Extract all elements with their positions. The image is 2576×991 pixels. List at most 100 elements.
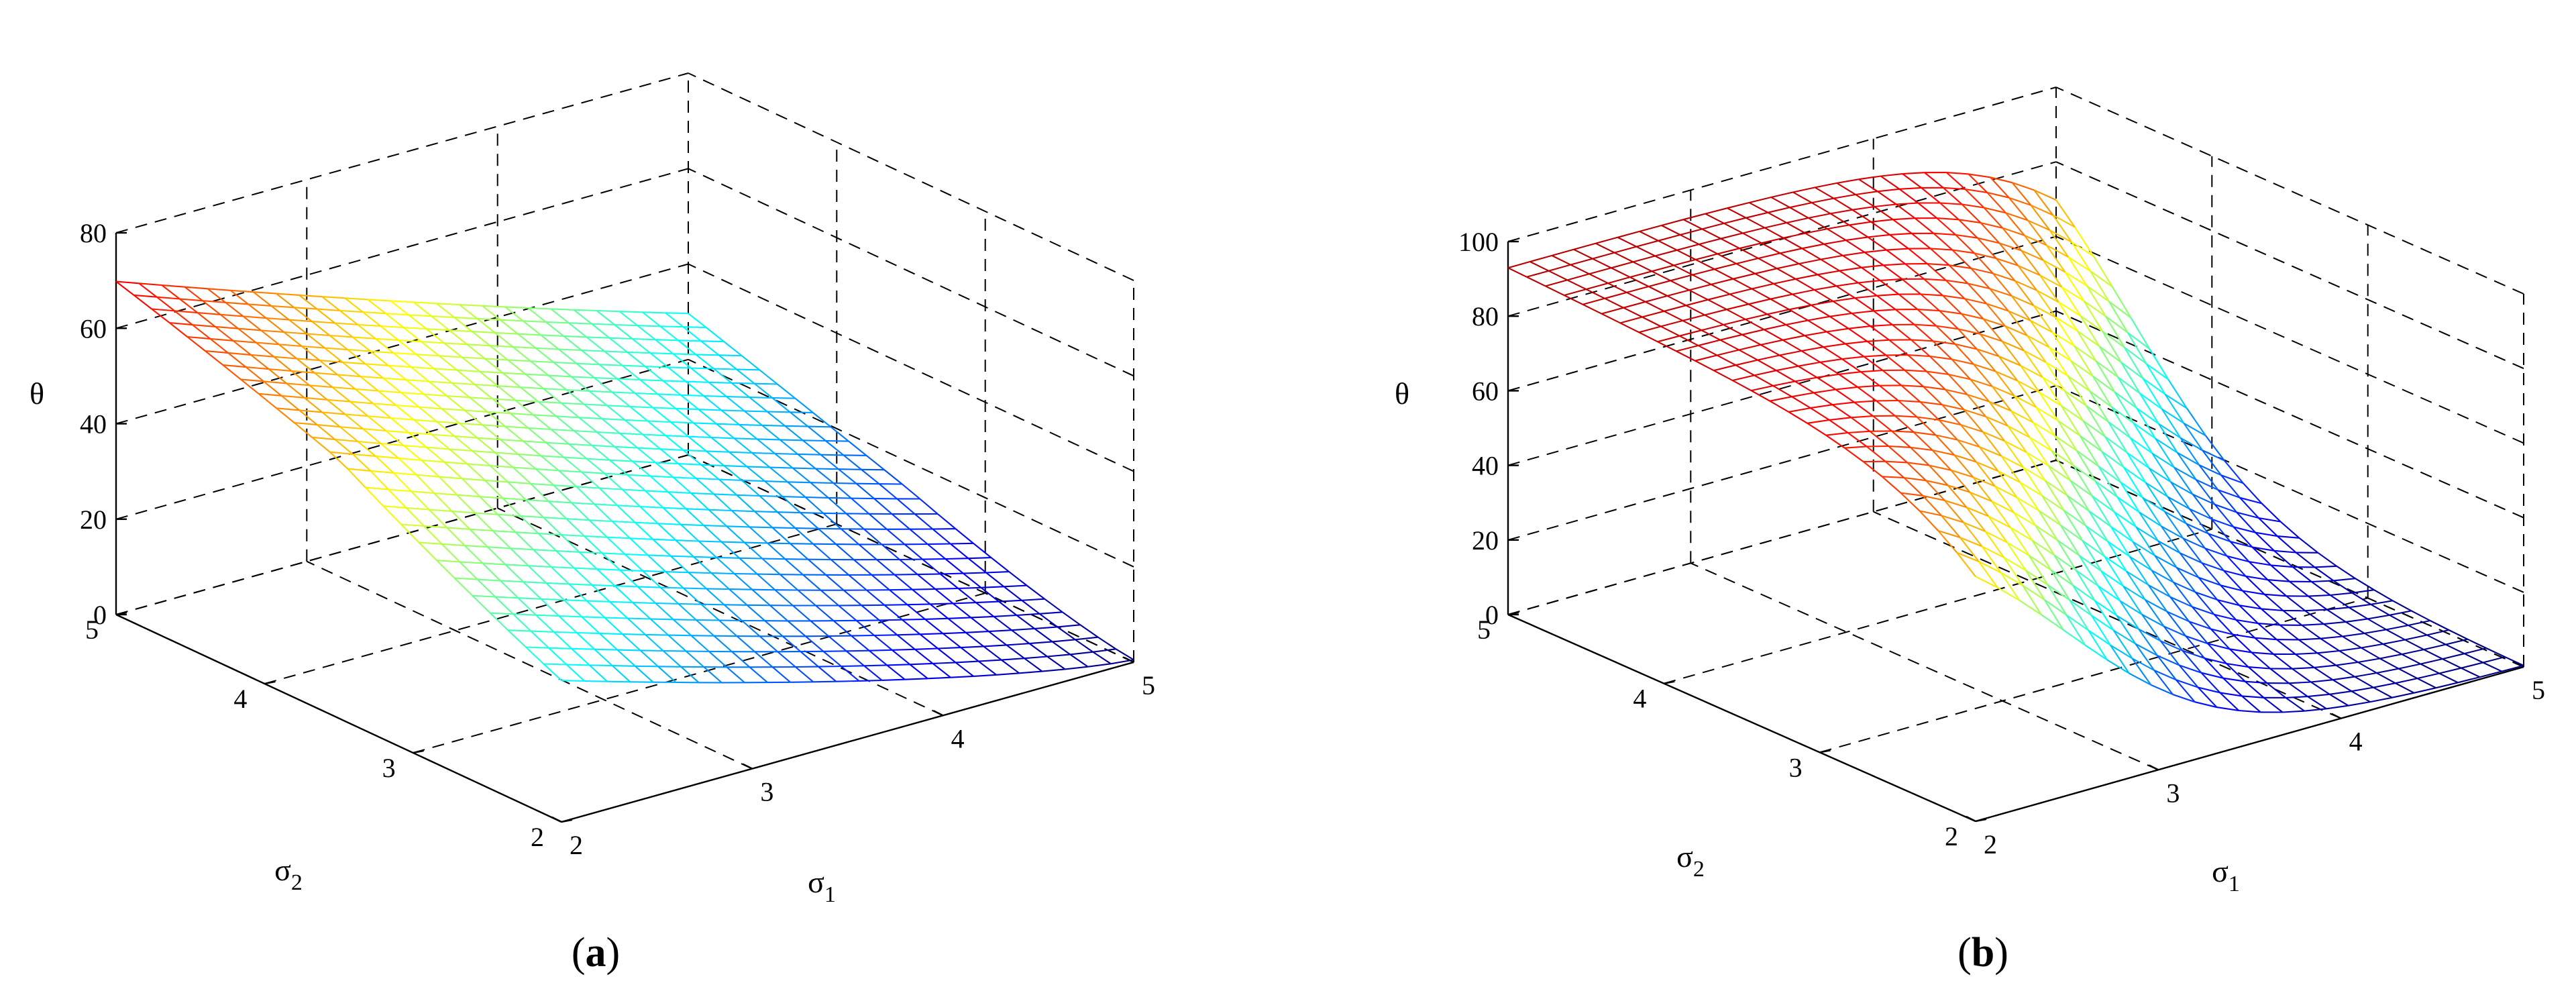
surface-mesh-segment [2161, 408, 2184, 424]
surface-mesh-segment [1745, 319, 1765, 331]
surface-mesh-segment [1986, 192, 2006, 214]
surface-mesh-segment [464, 545, 484, 564]
surface-mesh-segment [1976, 348, 1996, 372]
surface-mesh-segment [2127, 452, 2150, 469]
surface-mesh-segment [2157, 655, 2177, 680]
surface-mesh-segment [887, 664, 910, 666]
back-wall-grid-line-z [115, 263, 689, 425]
surface-mesh-segment [2211, 518, 2234, 528]
surface-mesh-segment [2304, 610, 2324, 625]
panel-b-x-axis-label: σ1 [2212, 854, 2240, 896]
surface-mesh-segment [909, 664, 928, 680]
surface-mesh-segment [881, 543, 900, 560]
surface-mesh-segment [1969, 491, 1992, 503]
surface-mesh-segment [281, 395, 305, 399]
surface-mesh-segment [2011, 295, 2034, 307]
surface-mesh-segment [1651, 270, 1671, 282]
surface-mesh-segment [879, 619, 898, 636]
surface-mesh-segment [1065, 666, 1088, 670]
surface-mesh-segment [2016, 497, 2037, 526]
surface-mesh-segment [558, 348, 577, 364]
surface-mesh-segment [2010, 527, 2033, 541]
surface-mesh-segment [1892, 219, 1913, 234]
surface-mesh-segment [2124, 347, 2144, 379]
surface-mesh-segment [197, 312, 216, 327]
surface-mesh-segment [2385, 629, 2406, 641]
surface-mesh-segment [1016, 615, 1035, 629]
surface-mesh-segment [2269, 668, 2290, 684]
surface-mesh-segment [1807, 319, 1827, 333]
surface-mesh-segment [1782, 237, 1803, 250]
surface-mesh-segment [1092, 651, 1112, 665]
surface-mesh-segment [527, 565, 547, 584]
surface-mesh-segment [1727, 201, 1750, 209]
surface-mesh-segment [604, 617, 628, 619]
surface-mesh-segment [726, 525, 745, 543]
surface-mesh-segment [680, 666, 700, 684]
surface-mesh-segment [368, 415, 391, 419]
surface-mesh-segment [416, 474, 439, 478]
surface-mesh-segment [1933, 340, 1955, 345]
surface-mesh-segment [1789, 207, 1809, 219]
surface-mesh-segment [1939, 202, 1962, 205]
surface-mesh-segment [1804, 335, 1824, 348]
surface-mesh-segment [370, 350, 394, 354]
surface-mesh-segment [451, 382, 475, 386]
surface-mesh-segment [606, 536, 631, 539]
surface-mesh-segment [1701, 228, 1721, 240]
surface-mesh-segment [871, 574, 890, 591]
surface-mesh-segment [2116, 497, 2140, 513]
surface-mesh-segment [558, 470, 578, 488]
surface-mesh-segment [2196, 478, 2218, 491]
surface-mesh-segment [2101, 451, 2122, 483]
surface-mesh-segment [1047, 654, 1071, 658]
surface-mesh-segment [802, 439, 822, 456]
surface-mesh-segment [2055, 317, 2075, 347]
surface-mesh-segment [700, 340, 720, 356]
surface-mesh-segment [1707, 293, 1730, 301]
surface-mesh-segment [2033, 189, 2054, 216]
surface-mesh-segment [2048, 346, 2072, 362]
surface-mesh-segment [115, 280, 135, 296]
surface-mesh-segment [2092, 375, 2116, 393]
surface-mesh-segment [741, 479, 765, 482]
surface-mesh-segment [2074, 226, 2094, 257]
surface-mesh-segment [617, 505, 641, 508]
surface-mesh-segment [1792, 293, 1812, 306]
surface-mesh-segment [2042, 376, 2065, 392]
surface-mesh-segment [2052, 214, 2076, 228]
surface-mesh-segment [1869, 430, 1889, 447]
surface-mesh-segment [1836, 282, 1859, 287]
surface-mesh-segment [1016, 613, 1040, 617]
surface-mesh-segment [1552, 248, 1574, 256]
surface-mesh-segment [1851, 310, 1874, 315]
surface-mesh-segment [2174, 467, 2194, 495]
surface-mesh-segment [2176, 452, 2197, 480]
surface-mesh-segment [1945, 388, 1968, 396]
surface-mesh-segment [777, 651, 796, 668]
surface-mesh-segment [797, 589, 816, 607]
surface-mesh-segment [2335, 664, 2355, 678]
surface-mesh-segment [459, 422, 483, 426]
surface-mesh-segment [2461, 667, 2481, 678]
surface-mesh-segment [1911, 233, 1931, 250]
surface-mesh-segment [192, 324, 215, 327]
surface-mesh-segment [2255, 531, 2275, 552]
surface-mesh-segment [754, 382, 773, 399]
surface-mesh-segment [1966, 507, 1989, 517]
surface-mesh-segment [1692, 274, 1712, 285]
side-wall-grid-line-z [2055, 236, 2524, 444]
surface-mesh-segment [576, 362, 600, 366]
surface-mesh-segment [329, 335, 348, 350]
surface-mesh-segment [980, 586, 1000, 603]
surface-mesh-segment [2263, 594, 2284, 611]
panel-a-axes [115, 231, 1134, 823]
x-tick-label: 2 [570, 830, 583, 860]
surface-mesh-segment [1855, 191, 1878, 196]
surface-mesh-segment [723, 604, 743, 621]
surface-mesh-segment [1980, 222, 2000, 244]
surface-mesh-segment [2208, 533, 2231, 543]
surface-mesh-segment [983, 645, 1002, 661]
surface-mesh-segment [1829, 417, 1851, 421]
surface-mesh-segment [385, 430, 405, 446]
